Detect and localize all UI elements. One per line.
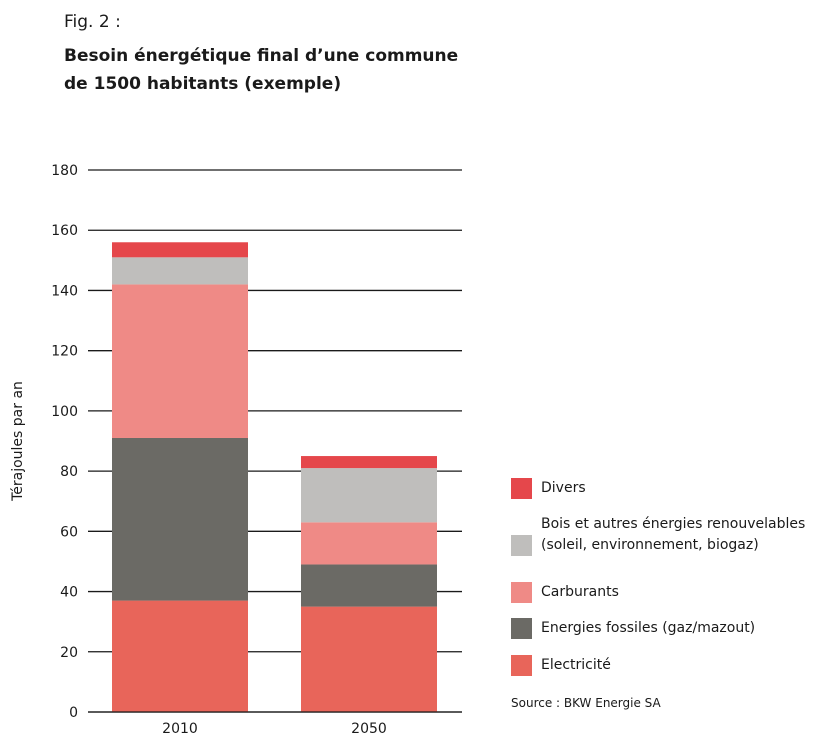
legend-swatch-renouvelables xyxy=(511,534,532,556)
bar-segment-2010-2 xyxy=(112,284,248,438)
bar-segment-2050-0 xyxy=(301,606,437,712)
legend-label-fossiles: Energies fossiles (gaz/mazout) xyxy=(541,620,756,636)
legend-label-carburants: Carburants xyxy=(541,584,619,600)
y-tick-label-120: 120 xyxy=(51,344,78,360)
y-tick-label-140: 140 xyxy=(51,283,78,299)
y-tick-label-160: 160 xyxy=(51,223,78,239)
legend-label-renouvelables: Bois et autres énergies renouvelables (s… xyxy=(541,516,806,553)
bar-segment-2010-3 xyxy=(112,257,248,285)
legend-label-electricite: Electricité xyxy=(541,657,611,673)
bar-segment-2010-1 xyxy=(112,437,248,601)
legend-item-fossiles: Energies fossiles (gaz/mazout) xyxy=(511,618,755,639)
bar-segment-2010-0 xyxy=(112,600,248,712)
y-tick-label-80: 80 xyxy=(60,464,78,480)
bar-segment-2050-2 xyxy=(301,522,437,565)
y-axis-label: Térajoules par an xyxy=(10,381,26,502)
source-note: Source : BKW Energie SA xyxy=(511,696,661,710)
legend-item-renouvelables: Bois et autres énergies renouvelables (s… xyxy=(511,514,831,556)
legend-swatch-fossiles xyxy=(511,618,532,639)
x-tick-label-2010: 2010 xyxy=(162,721,198,736)
bar-segment-2010-4 xyxy=(112,242,248,258)
chart-title: Besoin énergétique final d’une commune d… xyxy=(64,46,459,94)
figure-label: Fig. 2 : xyxy=(64,12,121,32)
y-tick-label-40: 40 xyxy=(60,585,78,601)
y-tick-label-180: 180 xyxy=(51,163,78,179)
legend-swatch-carburants xyxy=(511,582,532,603)
legend-label-divers: Divers xyxy=(541,480,586,496)
y-tick-label-60: 60 xyxy=(60,524,78,540)
legend-swatch-divers xyxy=(511,478,532,499)
legend-item-divers: Divers xyxy=(511,478,586,499)
x-tick-label-2050: 2050 xyxy=(351,721,387,736)
y-tick-label-100: 100 xyxy=(51,404,78,420)
y-tick-label-20: 20 xyxy=(60,645,78,661)
bar-segment-2050-4 xyxy=(301,456,437,469)
legend-item-carburants: Carburants xyxy=(511,582,619,603)
legend-item-electricite: Electricité xyxy=(511,655,611,676)
bar-segment-2050-3 xyxy=(301,468,437,523)
y-tick-label-0: 0 xyxy=(69,705,78,721)
legend-swatch-electricite xyxy=(511,655,532,676)
bar-segment-2050-1 xyxy=(301,564,437,607)
